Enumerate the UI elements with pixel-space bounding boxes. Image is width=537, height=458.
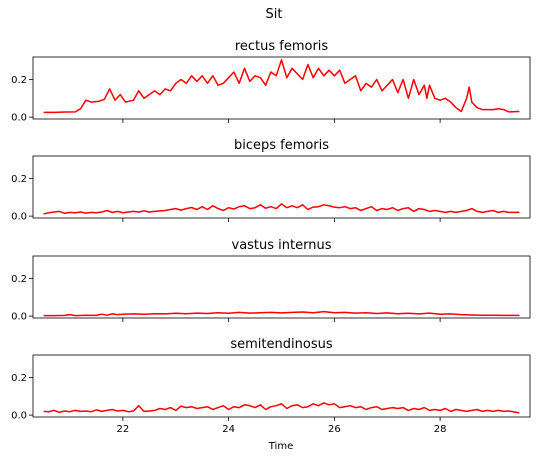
y-tick-label: 0.2: [11, 174, 27, 185]
panel-3: vastus internus 0.0 0.2: [11, 238, 531, 323]
panel-title-1: rectus femoris: [235, 39, 329, 54]
panels-group: rectus femoris 0.0 0.2 biceps femoris 0.0 0.2…: [11, 39, 531, 435]
series-line-2: [43, 203, 520, 215]
panel-1: rectus femoris 0.0 0.2: [11, 39, 531, 124]
panel-title-2: biceps femoris: [234, 138, 329, 153]
x-tick-label: 26: [328, 424, 341, 435]
x-tick-label: 28: [434, 424, 447, 435]
x-axis-label: Time: [268, 441, 293, 452]
figure-title: Sit: [266, 7, 283, 22]
series-line-4: [43, 402, 520, 414]
y-tick-label: 0.2: [11, 373, 27, 384]
y-tick-label: 0.0: [11, 113, 27, 124]
x-tick-label: 22: [117, 424, 130, 435]
panel-frame-4: [32, 354, 531, 418]
y-tick-label: 0.0: [11, 212, 27, 223]
panel-2: biceps femoris 0.0 0.2: [11, 138, 531, 223]
panel-title-3: vastus internus: [232, 238, 332, 253]
panel-frame-2: [32, 155, 531, 219]
panel-frame-3: [32, 255, 531, 319]
series-line-1: [43, 59, 520, 114]
series-line-3: [43, 310, 520, 317]
y-tick-label: 0.0: [11, 312, 27, 323]
panel-frame-1: [32, 56, 531, 120]
panel-4: semitendinosus 0.0 0.2 22 24 26 28: [11, 337, 531, 435]
y-tick-label: 0.2: [11, 75, 27, 86]
y-tick-label: 0.2: [11, 274, 27, 285]
x-tick-label: 24: [222, 424, 235, 435]
y-tick-label: 0.0: [11, 411, 27, 422]
panel-title-4: semitendinosus: [230, 337, 332, 352]
